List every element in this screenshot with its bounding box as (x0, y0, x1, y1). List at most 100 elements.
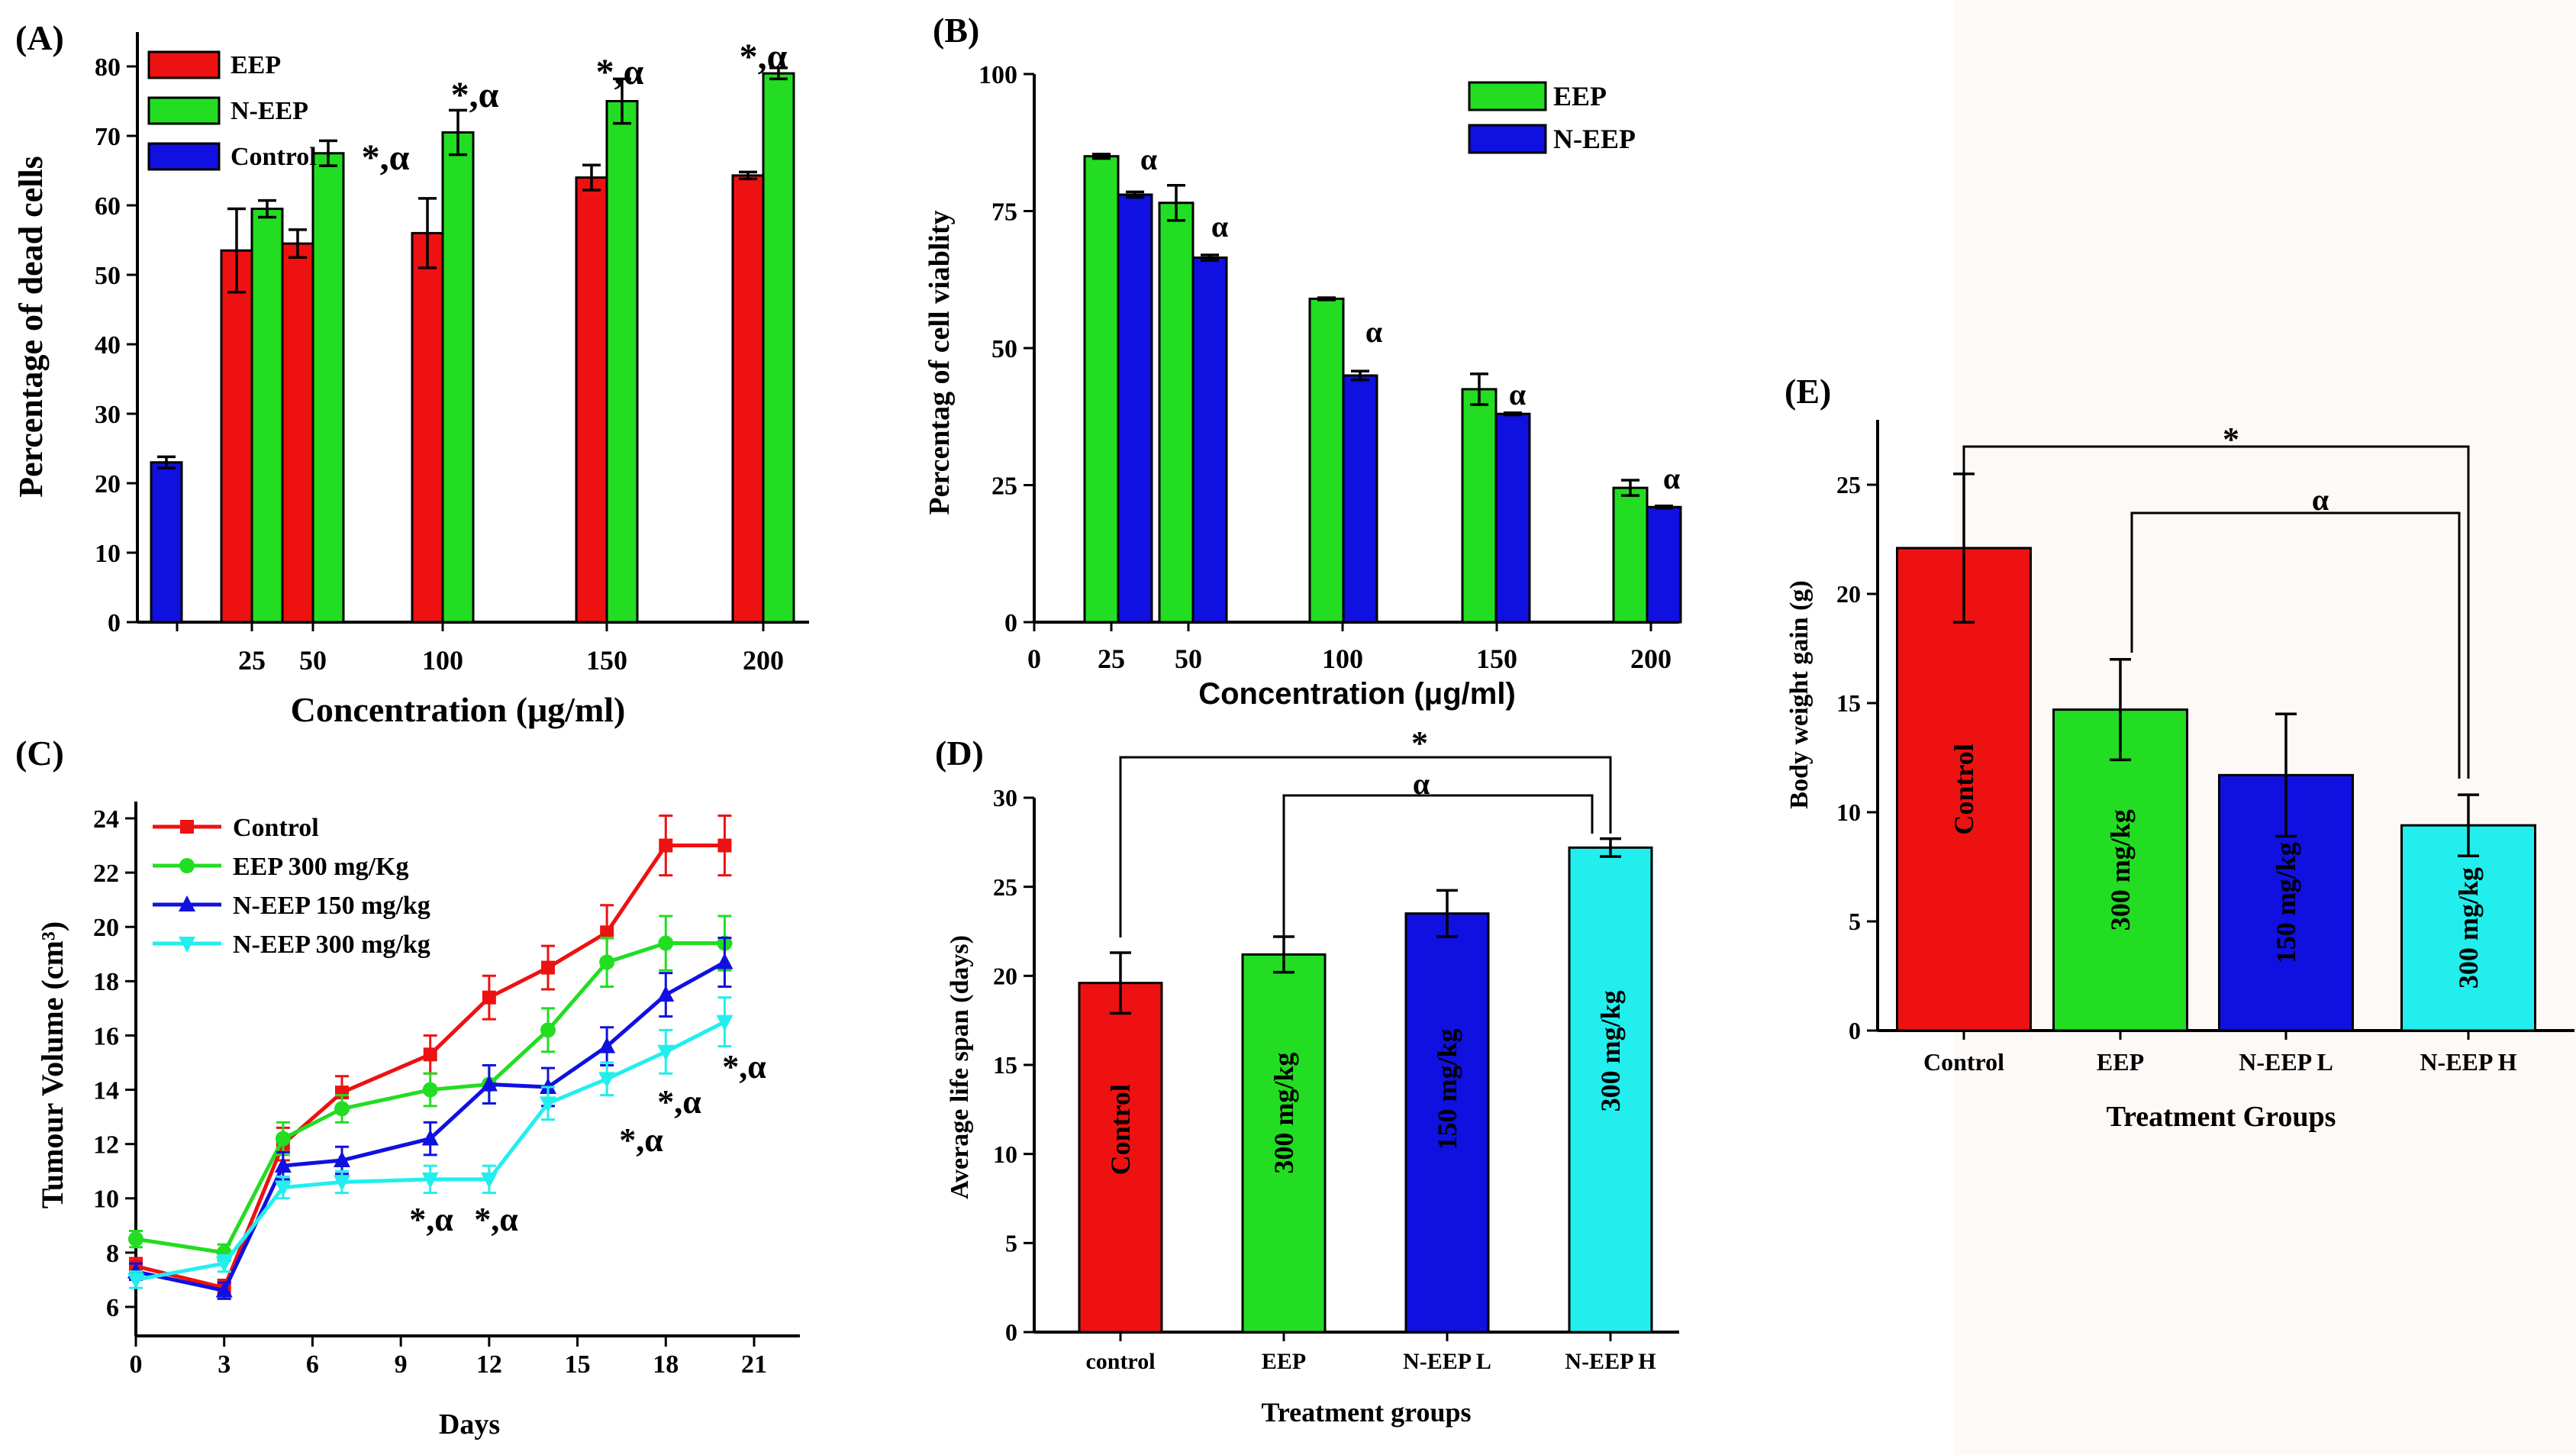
panel-b-error-bar (1167, 184, 1185, 222)
panel-c-marker (215, 1281, 233, 1298)
panel-d-x-tick-label: control (1085, 1349, 1155, 1374)
panel-b-x-tick-label: 100 (1322, 644, 1363, 674)
panel-c-marker (334, 1101, 350, 1117)
panel-a-x-tick-label: 150 (586, 645, 627, 676)
panel-e-error-bar (2275, 712, 2297, 838)
panel-c-marker (716, 1015, 733, 1031)
panel-c-line (135, 941, 725, 1255)
panel-b-significance: α (1509, 377, 1526, 411)
panel-b: (B) 0 25 50 75 100 0 25 50 100 150 200 α α α α α EEP N-EEP… (924, 11, 1682, 711)
panel-c-y-tick-label: 14 (93, 1076, 119, 1105)
panel-b-error-bar (1351, 369, 1369, 382)
panel-b-error-bar (1655, 505, 1673, 510)
panel-c-legend-label: EEP 300 mg/Kg (233, 853, 408, 881)
panel-b-error-bar (1201, 253, 1219, 262)
panel-c-x-tick-label: 15 (565, 1350, 591, 1379)
panel-c-marker (541, 960, 555, 975)
panel-d-bar-label: 300 mg/kg (1269, 1053, 1299, 1174)
panel-a-y-tick-label: 0 (108, 609, 121, 637)
panel-d-x-tick-label: N-EEP L (1403, 1349, 1491, 1374)
panel-e-significance: * (2223, 421, 2239, 458)
panel-a-y-tick-label: 30 (95, 401, 121, 429)
panel-a-y-tick-label: 80 (95, 53, 121, 82)
panel-c-marker (334, 1151, 350, 1167)
panel-a-x-tick-label: 200 (743, 645, 784, 676)
panel-c-y-tick-label: 24 (93, 805, 119, 834)
panel-a-label: (A) (15, 18, 64, 57)
panel-b-bar-n-eep (1494, 412, 1531, 624)
panel-e-bar-label: 300 mg/kg (2453, 867, 2484, 989)
panel-c-marker (482, 990, 496, 1005)
panel-d-bracket-alpha (1282, 794, 1594, 939)
panel-a-legend-swatch (147, 142, 221, 171)
panel-a-error-bar (258, 198, 276, 219)
panel-d-bracket-star (1119, 756, 1612, 937)
panel-c-marker (599, 954, 615, 970)
panel-c-x-label: Days (439, 1408, 500, 1440)
panel-e-y-tick-label: 25 (1836, 471, 1861, 498)
panel-e-error-bar (2110, 658, 2131, 762)
panel-a-error-bar (289, 228, 307, 259)
panel-d-y-tick-label: 15 (993, 1051, 1017, 1079)
panel-a-bar-eep (575, 176, 608, 624)
panel-d-error-bar (1600, 837, 1621, 858)
panel-b-y-tick-label: 50 (991, 335, 1017, 363)
panel-d: (D) 0 5 10 15 20 25 30 control Control EEP 300 mg/k… (935, 724, 1679, 1428)
panel-c-marker (422, 1082, 438, 1098)
panel-c-significance: *,α (619, 1121, 663, 1159)
panel-b-y-label: Percentag of cell viablity (924, 210, 956, 515)
panel-c-y-tick-label: 6 (106, 1294, 119, 1322)
panel-e-y-tick-label: 5 (1849, 908, 1861, 935)
panel-d-x-tick-label: EEP (1262, 1349, 1306, 1374)
panel-d-error-bar (1110, 951, 1131, 1015)
panel-e-bar (1896, 547, 2032, 1032)
panel-b-y-tick-label: 0 (1004, 609, 1017, 637)
panel-a-y-tick-label: 70 (95, 123, 121, 151)
panel-c-x-tick-label: 9 (395, 1350, 408, 1379)
panel-a-x-tick-label: 25 (238, 645, 266, 676)
panel-c-marker (598, 1037, 616, 1053)
panel-a-legend-label: Control (231, 143, 317, 171)
panel-e-bar-label: 150 mg/kg (2271, 842, 2301, 963)
panel-c-marker (600, 925, 614, 940)
panel-a-bar-n-eep (250, 208, 284, 624)
panel-b-x-tick-label: 0 (1027, 644, 1041, 674)
panel-d-y-tick-label: 20 (993, 963, 1017, 990)
panel-c-marker (179, 895, 195, 911)
panel-a-error-bar (319, 139, 337, 167)
panel-d-significance: * (1411, 724, 1428, 762)
panel-e-y-label: Body weight gain (g) (1785, 580, 1814, 808)
panel-a-y-label: Percentage of dead cells (12, 156, 50, 498)
panel-c-marker (480, 1075, 498, 1092)
panel-c-marker (598, 1072, 616, 1089)
panel-b-error-bar (1317, 296, 1336, 302)
panel-a-error-bar (227, 207, 246, 294)
panel-c-label: (C) (15, 734, 64, 773)
panel-a-error-bar (613, 77, 631, 125)
panel-a-error-bar (418, 197, 437, 269)
panel-c-marker (274, 1157, 292, 1173)
panel-a-y-tick-label: 40 (95, 331, 121, 360)
panel-a-y-tick-label: 50 (95, 262, 121, 290)
panel-c-significance: *,α (409, 1201, 453, 1238)
panel-e-significance: α (2312, 482, 2329, 517)
panel-a-legend-swatch (147, 96, 221, 125)
panel-a-significance: *,α (740, 37, 788, 77)
panel-c-x-tick-label: 12 (476, 1350, 502, 1379)
panel-e-y-tick-label: 0 (1849, 1017, 1861, 1044)
panel-a-y-tick-label: 20 (95, 470, 121, 498)
panel-c-marker (274, 1180, 292, 1197)
panel-a-error-bar (449, 108, 467, 156)
panel-a-error-bar (739, 170, 757, 181)
panel-a-legend-label: N-EEP (231, 97, 308, 125)
panel-b-x-tick-label: 200 (1630, 644, 1672, 674)
panel-a-bar-eep (731, 174, 765, 624)
panel-d-y-tick-label: 0 (1005, 1318, 1017, 1346)
panel-e-x-tick-label: EEP (2097, 1048, 2144, 1076)
panel-b-significance: α (1211, 209, 1228, 244)
panel-c-significance: *,α (474, 1201, 518, 1238)
panel-c-y-tick-label: 16 (93, 1022, 119, 1050)
panel-b-bar-eep (1461, 388, 1498, 624)
